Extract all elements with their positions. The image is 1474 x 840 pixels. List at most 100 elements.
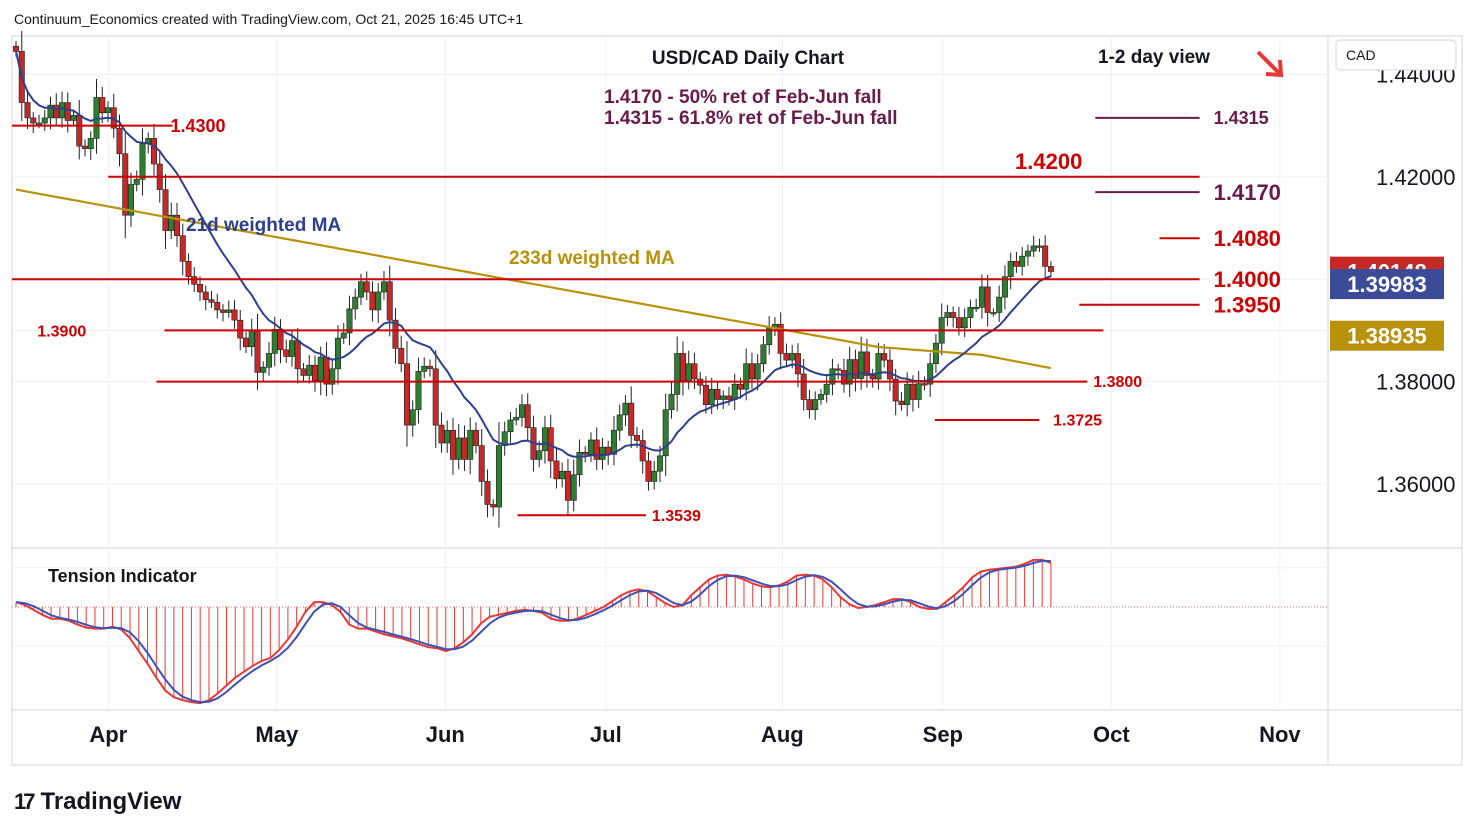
level-label-1.4300: 1.4300 xyxy=(170,116,225,136)
candle-down xyxy=(277,329,284,351)
down-arrow-shaft xyxy=(1256,50,1281,75)
candle-down xyxy=(478,445,485,482)
candle-up xyxy=(346,308,353,334)
candle-up xyxy=(225,309,232,313)
candle-up xyxy=(708,388,715,405)
candle-down xyxy=(254,330,261,373)
candle-down xyxy=(363,281,370,293)
candle-down xyxy=(835,368,842,371)
candle-up xyxy=(415,371,422,411)
candle-down xyxy=(524,404,531,428)
candle-up xyxy=(536,450,543,460)
candle-up xyxy=(334,337,341,370)
candle-down xyxy=(984,286,991,313)
candle-up xyxy=(651,470,658,482)
candle-up xyxy=(455,437,462,460)
candle-up xyxy=(444,429,451,444)
candle-up xyxy=(105,107,112,114)
level-label-1.4170: 1.4170 xyxy=(1214,180,1281,205)
candle-down xyxy=(214,301,221,311)
chart-title: USD/CAD Daily Chart xyxy=(652,48,845,69)
level-label-1.4200: 1.4200 xyxy=(1015,149,1082,174)
candle-down xyxy=(13,45,20,52)
candle-up xyxy=(674,353,681,395)
candle-down xyxy=(386,281,393,321)
candle-down xyxy=(490,504,497,508)
candle-down xyxy=(219,309,226,313)
candle-down xyxy=(472,429,479,446)
chart-frame xyxy=(11,35,1463,766)
candle-up xyxy=(559,470,566,480)
x-tick-label: May xyxy=(255,722,299,747)
candle-up xyxy=(662,409,669,457)
candle-up xyxy=(754,363,761,380)
candle-up xyxy=(507,419,514,433)
price-badge-bg xyxy=(1330,320,1444,351)
y-tick-label: 1.36000 xyxy=(1376,472,1456,497)
candle-down xyxy=(30,117,37,124)
candle-up xyxy=(168,214,175,231)
candle-up xyxy=(36,122,43,125)
candle-up xyxy=(357,281,364,298)
candle-down xyxy=(886,359,893,380)
candle-up xyxy=(858,351,865,379)
candle-down xyxy=(892,378,899,402)
candle-up xyxy=(875,353,882,380)
candle-up xyxy=(1007,260,1014,277)
candle-down xyxy=(881,353,888,361)
candle-down xyxy=(852,359,859,379)
level-label-1.3950: 1.3950 xyxy=(1214,293,1281,318)
candle-down xyxy=(645,460,652,482)
candle-up xyxy=(128,184,135,216)
candle-up xyxy=(944,312,951,318)
ma21-label: 21d weighted MA xyxy=(186,215,341,236)
candle-down xyxy=(150,138,157,165)
ma233-line xyxy=(15,188,1052,370)
candle-down xyxy=(553,460,560,480)
candle-up xyxy=(541,427,548,452)
tradingview-logo: 17 TradingView xyxy=(14,788,181,816)
candle-down xyxy=(898,400,905,405)
candle-down xyxy=(748,363,755,380)
candle-up xyxy=(817,394,824,400)
candle-up xyxy=(59,102,66,119)
candle-up xyxy=(973,307,980,310)
tradingview-logo-icon: 17 xyxy=(14,789,36,814)
candle-up xyxy=(616,414,623,431)
candle-down xyxy=(840,370,847,385)
candle-up xyxy=(265,353,272,368)
down-arrow-icon xyxy=(1256,50,1284,78)
candle-up xyxy=(846,359,853,385)
x-tick-label: Sep xyxy=(923,722,963,747)
price-badge: 1.39983 xyxy=(1347,272,1427,297)
candle-down xyxy=(582,451,589,455)
candle-down xyxy=(800,373,807,400)
candle-down xyxy=(955,317,962,329)
candle-up xyxy=(731,383,738,400)
candle-down xyxy=(806,399,813,411)
price-badge-bg xyxy=(1330,269,1444,300)
candle-down xyxy=(64,102,71,121)
candle-down xyxy=(909,383,916,400)
candle-down xyxy=(196,284,203,293)
candle-down xyxy=(323,356,330,385)
candle-up xyxy=(1030,245,1037,252)
candle-up xyxy=(518,404,525,418)
candle-up xyxy=(829,368,836,385)
candle-down xyxy=(173,214,180,236)
candle-up xyxy=(685,363,692,381)
candle-up xyxy=(306,364,313,376)
y-tick-label: 1.42000 xyxy=(1376,165,1456,190)
candle-down xyxy=(185,260,192,277)
candle-down xyxy=(1042,245,1049,267)
candle-down xyxy=(783,353,790,361)
x-tick-label: Apr xyxy=(89,722,127,747)
candle-up xyxy=(467,429,474,460)
level-label-1.3539: 1.3539 xyxy=(652,508,701,525)
candle-down xyxy=(564,470,571,501)
level-label-1.3725: 1.3725 xyxy=(1053,413,1102,430)
candle-up xyxy=(271,329,278,354)
candle-up xyxy=(513,417,520,421)
candle-down xyxy=(863,351,870,376)
candle-up xyxy=(904,383,911,405)
